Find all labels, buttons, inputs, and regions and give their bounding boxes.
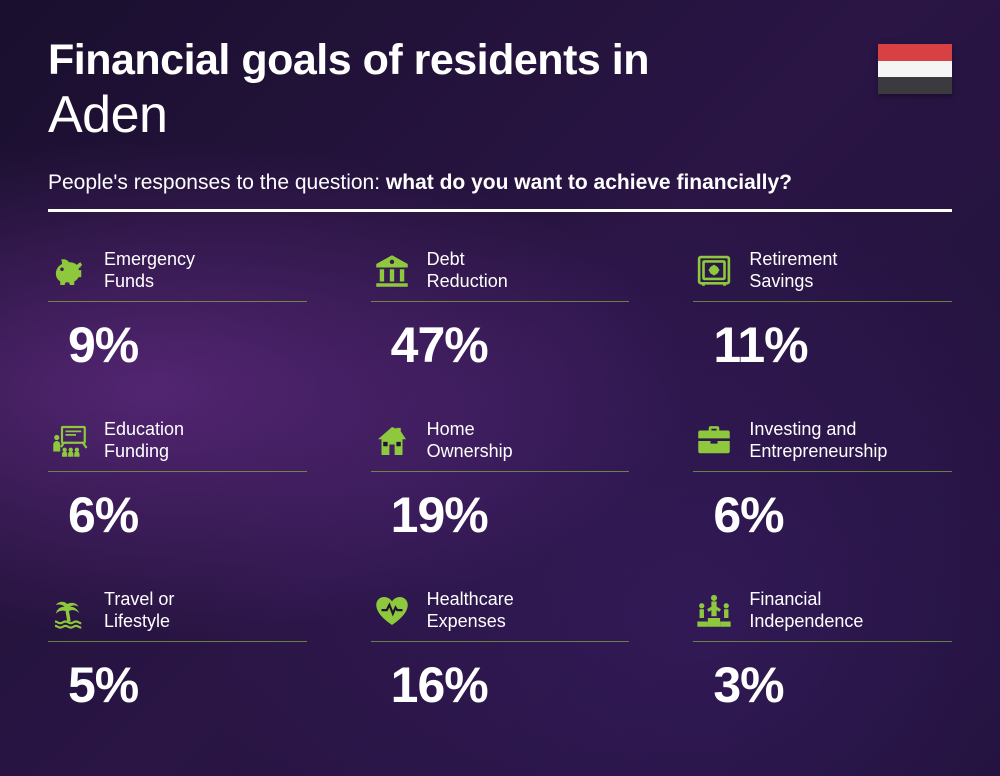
stat-label: EmergencyFunds xyxy=(104,249,195,292)
title-line2: Aden xyxy=(48,85,952,145)
stat-head: RetirementSavings xyxy=(693,248,952,302)
stat-head: HomeOwnership xyxy=(371,418,630,472)
flag-yemen xyxy=(878,44,952,94)
stat-head: Investing andEntrepreneurship xyxy=(693,418,952,472)
stat-label: FinancialIndependence xyxy=(749,589,863,632)
stat-healthcare: HealthcareExpenses 16% xyxy=(371,588,630,714)
stat-travel-lifestyle: Travel orLifestyle 5% xyxy=(48,588,307,714)
stat-financial-independence: FinancialIndependence 3% xyxy=(693,588,952,714)
stat-head: DebtReduction xyxy=(371,248,630,302)
stat-pct: 6% xyxy=(713,486,952,544)
stat-pct: 6% xyxy=(68,486,307,544)
stat-label: EducationFunding xyxy=(104,419,184,462)
divider xyxy=(48,209,952,212)
stat-retirement-savings: RetirementSavings 11% xyxy=(693,248,952,374)
stats-grid: EmergencyFunds 9% DebtReduction 47% Reti… xyxy=(48,248,952,714)
stat-head: FinancialIndependence xyxy=(693,588,952,642)
stat-head: EmergencyFunds xyxy=(48,248,307,302)
flag-stripe-top xyxy=(878,44,952,61)
title-line1: Financial goals of residents in xyxy=(48,38,952,83)
piggy-bank-icon xyxy=(48,250,90,292)
education-icon xyxy=(48,420,90,462)
subtitle-prefix: People's responses to the question: xyxy=(48,171,386,194)
palm-icon xyxy=(48,590,90,632)
bank-icon xyxy=(371,250,413,292)
stat-label: Travel orLifestyle xyxy=(104,589,174,632)
stat-pct: 3% xyxy=(713,656,952,714)
stat-home-ownership: HomeOwnership 19% xyxy=(371,418,630,544)
stat-head: EducationFunding xyxy=(48,418,307,472)
stat-pct: 19% xyxy=(391,486,630,544)
stat-label: HomeOwnership xyxy=(427,419,513,462)
stat-head: Travel orLifestyle xyxy=(48,588,307,642)
podium-icon xyxy=(693,590,735,632)
stat-education-funding: EducationFunding 6% xyxy=(48,418,307,544)
stat-investing: Investing andEntrepreneurship 6% xyxy=(693,418,952,544)
stat-pct: 47% xyxy=(391,316,630,374)
stat-pct: 9% xyxy=(68,316,307,374)
briefcase-icon xyxy=(693,420,735,462)
stat-pct: 11% xyxy=(713,316,952,374)
subtitle-bold: what do you want to achieve financially? xyxy=(386,171,792,194)
heart-pulse-icon xyxy=(371,590,413,632)
flag-stripe-bot xyxy=(878,77,952,94)
flag-stripe-mid xyxy=(878,61,952,78)
header: Financial goals of residents in Aden Peo… xyxy=(48,38,952,212)
house-icon xyxy=(371,420,413,462)
stat-label: Investing andEntrepreneurship xyxy=(749,419,887,462)
stat-head: HealthcareExpenses xyxy=(371,588,630,642)
stat-label: RetirementSavings xyxy=(749,249,837,292)
stat-emergency-funds: EmergencyFunds 9% xyxy=(48,248,307,374)
stat-pct: 16% xyxy=(391,656,630,714)
stat-label: DebtReduction xyxy=(427,249,508,292)
stat-label: HealthcareExpenses xyxy=(427,589,514,632)
stat-pct: 5% xyxy=(68,656,307,714)
safe-icon xyxy=(693,250,735,292)
subtitle: People's responses to the question: what… xyxy=(48,171,952,195)
stat-debt-reduction: DebtReduction 47% xyxy=(371,248,630,374)
